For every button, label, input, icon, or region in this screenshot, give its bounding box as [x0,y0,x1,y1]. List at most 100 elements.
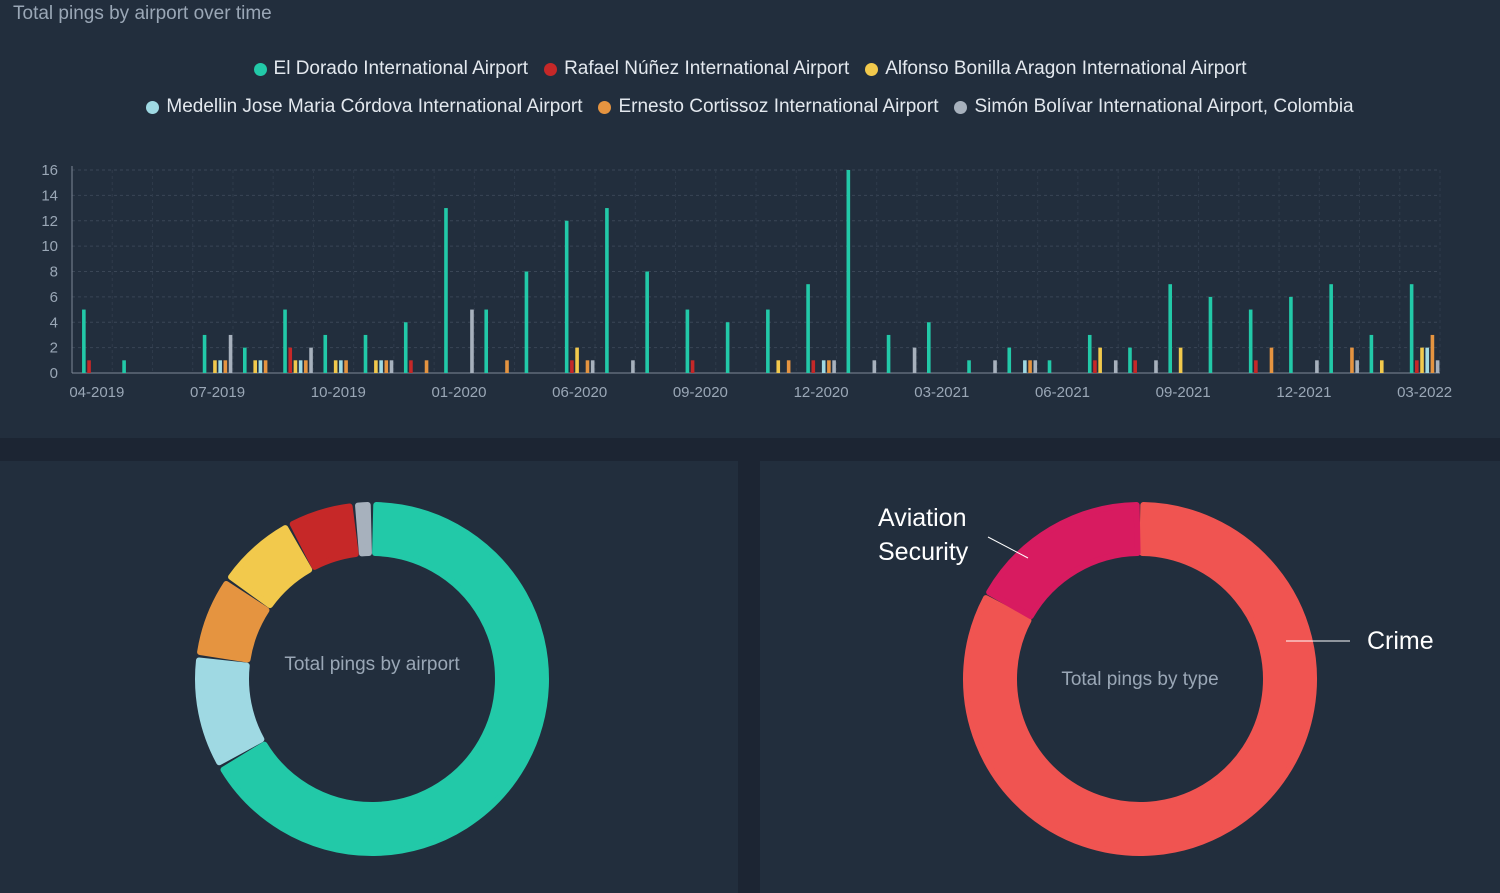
bar [87,360,91,373]
airport-time-panel: Total pings by airport over time El Dora… [0,0,1500,438]
bar [886,334,891,373]
bar [846,170,851,373]
bar [725,322,730,373]
legend-item-rafael-nunez[interactable]: Rafael Núñez International Airport [544,58,849,80]
legend-label: Ernesto Cortissoz International Airport [618,96,939,117]
y-tick-label: 16 [41,162,58,179]
bar [470,309,474,373]
y-tick-label: 2 [50,340,58,357]
bar [298,360,303,373]
airport-donut-center-label: Total pings by airport [284,654,460,675]
bar [253,360,257,373]
bar [258,360,263,373]
bar [1409,284,1414,373]
legend-dot [954,100,968,114]
bar [811,360,816,373]
bar-chart: 0 2 4 6 8 10 12 14 16 04-2019 07-2019 10-2019 01-202… [41,162,1452,401]
bar [288,347,293,373]
bar [228,334,233,373]
y-tick-label: 10 [41,238,58,255]
bar [1133,360,1137,373]
x-tick-label: 12-2021 [1276,384,1331,401]
x-tick-label: 09-2021 [1156,384,1211,401]
bar [1113,360,1118,373]
bar [1093,360,1097,373]
bar [263,360,268,373]
bar [309,347,313,373]
bar [1289,296,1293,373]
bar [690,360,695,373]
bar [1023,360,1027,373]
bar [1430,334,1435,373]
bar [1007,347,1012,373]
legend-label: Alfonso Bonilla Aragon International Air… [885,58,1247,79]
bar [323,334,328,373]
callout-crime: Crime [1367,627,1434,655]
x-tick-label: 04-2019 [69,384,124,401]
x-tick-label: 12-2020 [794,384,849,401]
bar [786,360,791,373]
bar [223,360,228,373]
bar [403,322,408,373]
legend-dot [146,100,160,114]
bar [685,309,690,373]
donut-slice [220,502,549,856]
bar [283,309,287,373]
bar [389,360,394,373]
legend-label: Rafael Núñez International Airport [564,58,850,79]
bar [409,360,413,373]
y-tick-label: 14 [41,187,58,204]
bar [605,208,609,373]
x-tick-label: 09-2020 [673,384,728,401]
bar [1178,347,1183,373]
bar [384,360,389,373]
bar [585,360,590,373]
legend-label: El Dorado International Airport [273,58,529,79]
bar [1435,360,1440,373]
x-tick-label: 07-2019 [190,384,245,401]
bar [344,360,348,373]
airport-donut-chart [195,502,549,856]
donut-slice [197,580,270,663]
bar [1087,334,1092,373]
bar [832,360,836,373]
legend-label: Medellin Jose Maria Córdova Internationa… [166,96,583,117]
x-tick-label: 06-2020 [552,384,607,401]
bar [575,347,579,373]
bar [1425,347,1430,373]
bar [766,309,770,373]
donut-slice [228,525,313,609]
legend-item-el-dorado[interactable]: El Dorado International Airport [253,58,529,80]
bar [339,360,343,373]
y-tick-label: 8 [50,264,58,281]
x-tick-label: 06-2021 [1035,384,1090,401]
bar [374,360,378,373]
bar [333,360,338,373]
bar [1254,360,1258,373]
bar [967,360,971,373]
legend-item-medellin[interactable]: Medellin Jose Maria Córdova Internationa… [146,96,582,118]
bar [570,360,574,373]
legend-dot [598,100,612,114]
legend-item-ernesto-cortissoz[interactable]: Ernesto Cortissoz International Airport [598,96,938,118]
bar [1033,360,1038,373]
bar [202,334,207,373]
bar [872,360,877,373]
legend-item-alfonso-bonilla[interactable]: Alfonso Bonilla Aragon International Air… [865,58,1246,80]
bar [444,208,448,373]
bar [927,322,931,373]
bar [631,360,635,373]
bar [505,360,509,373]
bar [645,271,649,373]
bar [806,284,810,373]
type-donut-chart [963,502,1350,856]
y-tick-label: 4 [50,314,58,331]
bar [993,360,997,373]
x-tick-label: 03-2021 [914,384,969,401]
bar [379,360,383,373]
x-tick-label: 03-2022 [1397,384,1452,401]
legend-item-simon-bolivar[interactable]: Simón Bolívar International Airport, Col… [954,96,1354,118]
bar [1028,360,1032,373]
bar [1208,296,1213,373]
bar [524,271,529,373]
